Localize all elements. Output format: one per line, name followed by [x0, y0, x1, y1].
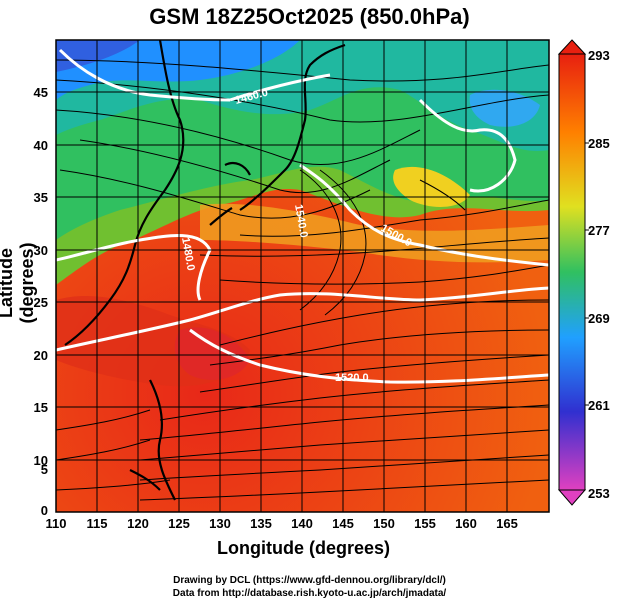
map-frame — [55, 39, 550, 513]
y-tick-5: 5 — [40, 462, 48, 477]
x-tick-115: 115 — [86, 516, 108, 531]
y-tick-10: 10 — [33, 453, 48, 468]
y-tick-15: 15 — [33, 400, 48, 415]
x-tick-165: 165 — [496, 516, 518, 531]
x-tick-135: 135 — [250, 516, 272, 531]
colorbar-tick-261: 261 — [588, 398, 610, 413]
x-tick-160: 160 — [455, 516, 477, 531]
x-tick-145: 145 — [332, 516, 354, 531]
y-tick-35: 35 — [33, 190, 48, 205]
x-tick-125: 125 — [168, 516, 190, 531]
y-tick-20: 20 — [33, 348, 48, 363]
contour-label-1520: 1520.0 — [335, 372, 369, 384]
grid-lines — [56, 40, 549, 512]
x-tick-130: 130 — [209, 516, 231, 531]
colorbar — [557, 39, 589, 506]
colorbar-tick-285: 285 — [588, 136, 610, 151]
contour-label-1540: 1540.0 — [292, 203, 310, 238]
colorbar-tick-269: 269 — [588, 311, 610, 326]
x-tick-155: 155 — [414, 516, 436, 531]
x-tick-150: 150 — [373, 516, 395, 531]
credit-drawing: Drawing by DCL (https://www.gfd-dennou.o… — [173, 575, 446, 586]
x-tick-110: 110 — [45, 516, 67, 531]
x-tick-120: 120 — [127, 516, 149, 531]
colorbar-tick-277: 277 — [588, 223, 610, 238]
colorbar-tick-293: 293 — [588, 48, 610, 63]
x-tick-140: 140 — [291, 516, 313, 531]
y-tick-45: 45 — [33, 85, 48, 100]
contour-label-1480: 1480.0 — [179, 236, 197, 271]
y-tick-25: 25 — [33, 295, 48, 310]
credit-data: Data from http://database.rish.kyoto-u.a… — [172, 588, 447, 599]
y-axis-label: Latitude (degrees) — [0, 242, 37, 324]
y-tick-30: 30 — [33, 243, 48, 258]
colorbar-tick-253: 253 — [588, 486, 610, 501]
y-tick-0: 0 — [40, 503, 48, 518]
x-axis-label: Longitude (degrees) — [216, 538, 390, 558]
height-contours — [56, 48, 549, 384]
y-tick-40: 40 — [33, 138, 48, 153]
map-title: GSM 18Z25Oct2025 (850.0hPa) — [149, 4, 470, 29]
coastlines — [64, 40, 346, 501]
